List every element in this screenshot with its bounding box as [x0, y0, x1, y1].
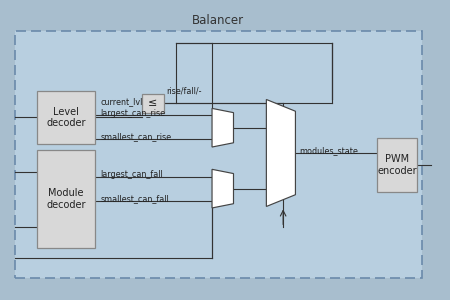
Text: modules_state: modules_state	[299, 146, 358, 155]
Text: Module
decoder: Module decoder	[46, 188, 86, 210]
Text: PWM
encoder: PWM encoder	[378, 154, 417, 176]
Text: Balancer: Balancer	[192, 14, 244, 27]
Text: ≤: ≤	[148, 98, 157, 108]
Text: smallest_can_rise: smallest_can_rise	[101, 132, 172, 141]
Polygon shape	[212, 108, 234, 147]
Text: rise/fall/-: rise/fall/-	[166, 86, 202, 95]
FancyBboxPatch shape	[37, 150, 95, 248]
Text: largest_can_fall: largest_can_fall	[101, 170, 163, 179]
Text: current_lvl: current_lvl	[101, 97, 143, 106]
Polygon shape	[212, 169, 234, 208]
FancyBboxPatch shape	[142, 94, 164, 113]
FancyBboxPatch shape	[377, 138, 417, 192]
Text: largest_can_rise: largest_can_rise	[101, 109, 166, 118]
Text: Level
decoder: Level decoder	[46, 106, 86, 128]
Text: smallest_can_fall: smallest_can_fall	[101, 194, 169, 203]
FancyBboxPatch shape	[15, 31, 422, 278]
Polygon shape	[266, 100, 296, 206]
FancyBboxPatch shape	[37, 91, 95, 144]
